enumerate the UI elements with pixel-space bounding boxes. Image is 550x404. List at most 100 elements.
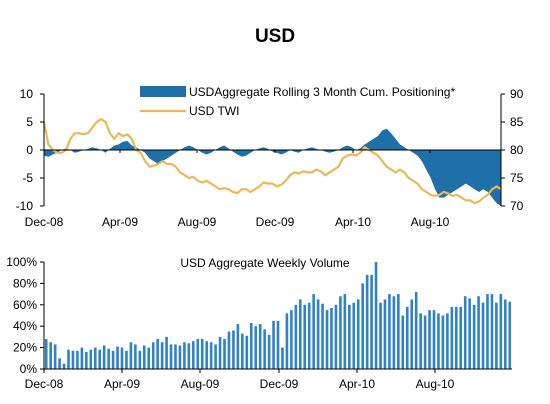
volume-bar <box>209 342 213 369</box>
left-tick-label: -10 <box>16 199 34 213</box>
volume-bar <box>285 313 289 369</box>
volume-x-tick-label: Dec-08 <box>25 377 64 391</box>
volume-x-tick-label: Apr-09 <box>104 377 140 391</box>
volume-bar <box>450 306 454 369</box>
volume-bar <box>111 350 115 369</box>
volume-bar <box>241 333 244 369</box>
volume-bar <box>379 302 382 369</box>
volume-bar <box>356 299 360 369</box>
volume-bar <box>142 345 146 369</box>
volume-bar <box>499 294 503 369</box>
legend-swatch-positioning <box>140 86 186 97</box>
volume-y-tick-label: 80% <box>13 276 37 290</box>
positioning-chart: 10 5 0 -5 -10 90 85 80 75 70 Dec-08 Apr-09 Aug-09 Dec… <box>16 85 524 229</box>
volume-bar <box>370 274 373 369</box>
volume-bar <box>232 330 235 369</box>
volume-bar <box>129 342 133 369</box>
x-tick-label: Apr-09 <box>102 215 138 229</box>
volume-y-tick-label: 60% <box>13 298 37 312</box>
volume-bar <box>477 296 480 369</box>
x-tick-label: Aug-10 <box>411 215 450 229</box>
volume-bar <box>405 306 409 369</box>
volume-bar <box>276 320 280 369</box>
volume-bar <box>339 296 342 369</box>
volume-bar <box>330 308 333 369</box>
volume-x-tick-label: Apr-10 <box>339 377 375 391</box>
legend-label-positioning: USDAggregate Rolling 3 Month Cum. Positi… <box>189 85 455 99</box>
volume-bar <box>312 294 315 369</box>
volume-bar <box>441 315 445 369</box>
volume-bar <box>348 304 351 369</box>
right-tick-label: 85 <box>510 115 524 129</box>
volume-bar <box>495 302 498 369</box>
volume-bar <box>174 344 177 369</box>
volume-bar <box>178 345 182 369</box>
volume-bar <box>245 335 249 369</box>
left-tick-label: 10 <box>20 87 34 101</box>
volume-bar <box>151 342 155 369</box>
volume-bar <box>138 350 142 369</box>
left-tick-label: 5 <box>26 115 33 129</box>
volume-bar <box>236 324 240 369</box>
volume-x-tick-label: Dec-09 <box>260 377 299 391</box>
volume-y-tick-label: 0% <box>20 362 38 376</box>
volume-bar <box>307 302 311 369</box>
volume-bar <box>98 349 102 369</box>
volume-bar <box>437 313 440 369</box>
volume-bar <box>249 322 253 369</box>
volume-bar <box>53 344 57 369</box>
volume-bar <box>410 299 414 369</box>
volume-bar <box>258 324 262 369</box>
volume-bar <box>116 346 119 369</box>
volume-bar <box>388 294 391 369</box>
volume-bar <box>298 299 302 369</box>
volume-bar <box>303 304 307 369</box>
right-tick-label: 80 <box>510 143 524 157</box>
volume-bar <box>125 350 128 369</box>
volume-bar <box>290 310 293 369</box>
volume-bar <box>85 351 88 369</box>
volume-y-tick-label: 20% <box>13 341 37 355</box>
volume-bar <box>454 306 458 369</box>
volume-bar <box>267 334 271 369</box>
volume-bar <box>463 296 467 369</box>
volume-bar <box>325 310 329 369</box>
volume-bar <box>401 315 405 369</box>
x-tick-label: Aug-09 <box>178 215 217 229</box>
volume-bar <box>468 298 471 369</box>
volume-bar <box>89 349 93 369</box>
volume-bar <box>365 274 369 369</box>
volume-bar <box>419 313 422 369</box>
volume-bar <box>76 350 79 369</box>
volume-bar <box>58 358 61 369</box>
volume-bar <box>196 339 200 369</box>
volume-bar <box>423 315 427 369</box>
left-tick-label: 0 <box>26 143 33 157</box>
volume-bar <box>169 344 173 369</box>
volume-bar <box>227 331 231 369</box>
volume-bar <box>80 347 84 369</box>
volume-bar <box>446 313 449 369</box>
volume-bar <box>205 341 208 369</box>
volume-bar <box>67 349 70 369</box>
volume-bar <box>343 294 347 369</box>
volume-bar <box>504 299 507 369</box>
right-tick-label: 70 <box>510 199 524 213</box>
right-tick-label: 75 <box>510 171 524 185</box>
volume-bar <box>71 350 75 369</box>
legend-label-twi: USD TWI <box>189 104 239 118</box>
chart-title: USD <box>254 26 296 47</box>
volume-bar <box>281 347 284 369</box>
volume-bar <box>459 306 463 369</box>
volume-bar <box>481 302 485 369</box>
volume-bar <box>62 363 66 369</box>
volume-bar <box>272 320 275 369</box>
volume-bar <box>147 347 151 369</box>
volume-bar <box>165 336 168 369</box>
left-tick-label: -5 <box>22 171 33 185</box>
volume-chart-title: USD Aggregate Weekly Volume <box>180 256 350 270</box>
positioning-area <box>44 128 501 206</box>
volume-bar <box>361 283 364 369</box>
volume-bar <box>156 339 159 369</box>
